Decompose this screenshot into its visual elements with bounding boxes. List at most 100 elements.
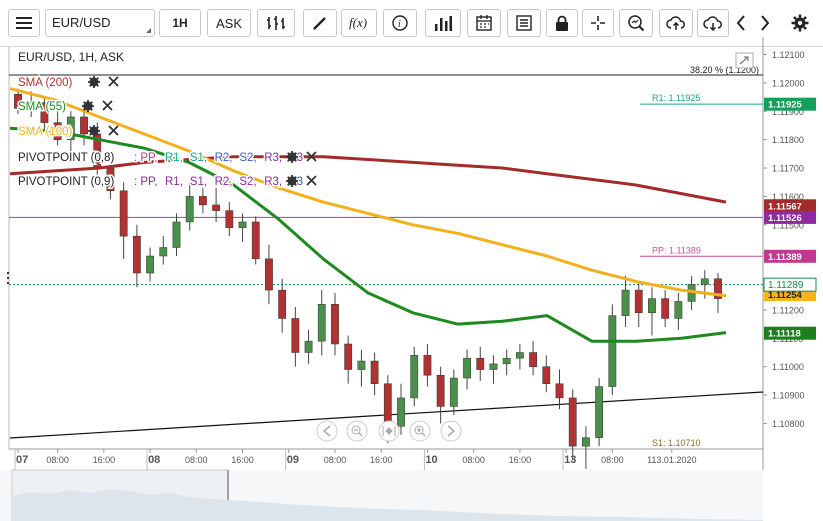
candle-body: [238, 221, 247, 228]
y-tick-label: 1.11700: [772, 164, 804, 174]
download-button[interactable]: [697, 9, 729, 37]
menu-button[interactable]: [8, 9, 40, 37]
report-icon: [516, 15, 532, 31]
moving-averages: [9, 87, 727, 343]
legend-gear-icon[interactable]: [286, 175, 298, 187]
legend-close-icon[interactable]: [102, 100, 113, 111]
nav-back-button[interactable]: [316, 420, 338, 442]
x-tick-label: 07: [16, 454, 28, 466]
candle-body: [291, 318, 300, 353]
bar-style-button[interactable]: [257, 9, 295, 37]
candle-body: [383, 383, 392, 427]
y-tick-label: 1.10900: [772, 391, 805, 401]
menu-icon: [16, 17, 32, 29]
legend-label: SMA (200): [18, 77, 72, 89]
candle-body: [66, 116, 75, 140]
gear-teeth: [286, 175, 298, 187]
bar-style-icon: [267, 16, 285, 30]
legend-close-icon[interactable]: [306, 175, 317, 186]
gear-teeth: [286, 151, 298, 163]
info-button[interactable]: i: [383, 9, 417, 37]
sma-55-line: [9, 126, 727, 343]
sma-200-line: [9, 155, 727, 204]
candle-body: [397, 397, 405, 427]
legend-gear-icon[interactable]: [82, 100, 94, 112]
price-side-label: ASK: [215, 15, 242, 31]
y-tick-label: 1.11200: [772, 305, 804, 315]
legend-suffix-part: : PP,: [134, 152, 157, 164]
volume-bars-icon: [435, 16, 452, 31]
x-tick-label: 08:00: [185, 455, 208, 465]
current-price-label: 1.11289: [768, 280, 804, 291]
candle-body: [370, 360, 379, 384]
legend-suffix-part: R3,: [264, 176, 282, 188]
nav-forward-button[interactable]: [440, 420, 462, 442]
price-tag-pp-line: [764, 210, 816, 224]
x-tick-label: 08:00: [601, 455, 624, 465]
info-icon: i: [392, 15, 408, 31]
level-label-s1: S1: 1.10710: [652, 438, 701, 448]
candle-body: [304, 340, 313, 353]
symbol-label: EUR/USD: [52, 15, 111, 30]
symbol-selector[interactable]: EUR/USD: [45, 9, 155, 37]
x-tick-label: 10: [425, 454, 437, 466]
price-side-button[interactable]: ASK: [207, 9, 251, 37]
report-button[interactable]: [507, 9, 541, 37]
candle-body: [582, 437, 590, 447]
nav-zoom-out-button[interactable]: [346, 420, 368, 442]
lock-button[interactable]: [546, 9, 578, 37]
candle-body: [674, 301, 683, 319]
navigator-strip[interactable]: [0, 469, 763, 521]
scroll-left-button[interactable]: [731, 9, 751, 37]
legend-suffix-part: : PP,: [134, 176, 157, 188]
zoom-button[interactable]: [619, 9, 653, 37]
calendar-button[interactable]: [467, 9, 501, 37]
candle-body: [568, 397, 577, 447]
legend-gear-icon[interactable]: [286, 151, 298, 163]
nav-zoom-in-button[interactable]: [409, 420, 431, 442]
candle-body: [119, 190, 128, 237]
crosshair-button[interactable]: [582, 9, 614, 37]
timeframe-button[interactable]: 1H: [159, 9, 201, 37]
drag-handle-icon[interactable]: [7, 272, 9, 284]
x-tick-label: 09: [287, 454, 299, 466]
legend-gear-icon[interactable]: [88, 76, 100, 88]
nav-reset-button[interactable]: [378, 420, 400, 442]
legend-close-icon[interactable]: [108, 125, 119, 136]
candle-body: [357, 360, 366, 370]
draw-button[interactable]: [303, 9, 337, 37]
y-tick-label: 1.11900: [772, 107, 804, 117]
arrow-right-icon: [761, 15, 770, 31]
legend-gear-icon[interactable]: [88, 125, 100, 137]
gear-teeth: [82, 100, 94, 112]
candle-body: [331, 304, 339, 345]
svg-text:f(x): f(x): [349, 15, 367, 30]
candle-body: [251, 221, 260, 260]
y-tick-label: 1.10800: [772, 419, 805, 429]
legend-suffix-part: S2,: [239, 176, 256, 188]
candle-body: [225, 210, 234, 228]
legend-suffix-part: R1,: [165, 152, 183, 164]
y-tick-label: 1.12100: [772, 50, 805, 60]
expand-icon[interactable]: [735, 52, 754, 69]
upload-button[interactable]: [659, 9, 693, 37]
x-tick-label: 16:00: [231, 455, 254, 465]
volume-button[interactable]: [425, 9, 461, 37]
candle-body: [502, 357, 511, 365]
draw-icon: [313, 17, 326, 30]
candle-body: [515, 352, 524, 359]
candle-body: [449, 377, 458, 407]
settings-button[interactable]: [786, 9, 814, 37]
scroll-right-button[interactable]: [755, 9, 775, 37]
legend-suffix-part: R1,: [165, 176, 183, 188]
price-tag-r1: [764, 97, 816, 111]
chart-nav-controls: [316, 420, 462, 442]
y-tick-label: 1.11000: [772, 362, 804, 372]
candle-body: [555, 383, 564, 399]
function-button[interactable]: f(x): [341, 9, 377, 37]
candle-body: [410, 355, 419, 399]
gear-icon: [791, 14, 809, 32]
legend-close-icon[interactable]: [306, 151, 317, 162]
legend-close-icon[interactable]: [108, 76, 119, 87]
